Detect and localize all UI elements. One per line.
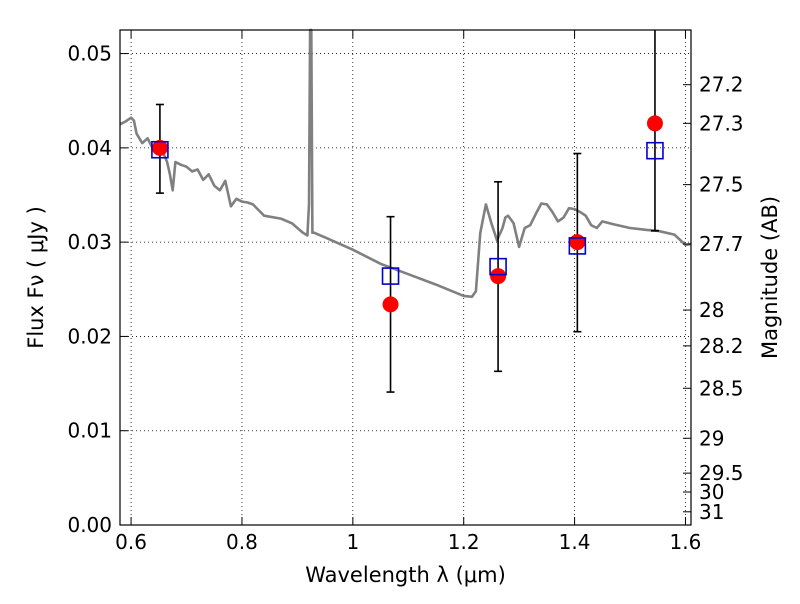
- y2-axis-label: Magnitude (AB): [758, 196, 782, 359]
- synthetic-point: [646, 141, 664, 160]
- y-axis-label: Flux Fν ( μJy ): [24, 206, 48, 349]
- x-tick-label: 1.6: [670, 530, 702, 554]
- x-tick-label: 1: [346, 530, 359, 554]
- observed-points: [151, 115, 663, 313]
- y-tick-label: 0.05: [67, 42, 112, 66]
- observed-point: [646, 115, 663, 132]
- synthetic-point: [568, 237, 587, 255]
- y-tick-label: 0.00: [67, 513, 112, 537]
- y2-tick-label: 27.7: [699, 232, 744, 256]
- synthetic-point: [381, 267, 400, 285]
- y-tick-label: 0.03: [67, 230, 112, 254]
- y-tick-label: 0.04: [67, 136, 112, 160]
- y2-tick-label: 28: [699, 298, 724, 322]
- y2-tick-label: 31: [699, 500, 724, 524]
- plot-frame: [119, 29, 692, 526]
- synthetic-points: [151, 140, 664, 285]
- observed-point: [569, 234, 586, 251]
- observed-point: [382, 296, 399, 313]
- y2-tick-label: 27.2: [699, 73, 744, 97]
- x-tick-label: 1.2: [448, 530, 480, 554]
- grid-lines: [120, 30, 691, 525]
- observed-point: [151, 139, 168, 156]
- y2-tick-label: 29.5: [699, 461, 744, 485]
- y2-tick-label: 28.2: [699, 334, 744, 358]
- model-sed-line: [119, 28, 692, 299]
- y-axis-ticks: 0.00 0.01 0.02 0.03 0.04 0.05: [67, 42, 128, 537]
- observed-point: [490, 268, 507, 285]
- x-axis-ticks: 0.6 0.8 1 1.2 1.4 1.6: [115, 30, 701, 554]
- x-tick-label: 0.6: [115, 530, 147, 554]
- x-tick-label: 1.4: [559, 530, 591, 554]
- y-tick-label: 0.01: [67, 419, 112, 443]
- x-axis-label: Wavelength λ (μm): [305, 563, 506, 587]
- model-sed-group: [119, 28, 692, 299]
- x-tick-label: 0.8: [226, 530, 258, 554]
- synthetic-point: [489, 257, 507, 276]
- y-tick-label: 0.02: [67, 324, 112, 348]
- synthetic-point: [151, 140, 169, 159]
- y2-tick-label: 29: [699, 426, 724, 450]
- y2-tick-label: 27.5: [699, 173, 744, 197]
- y2-tick-label: 27.3: [699, 111, 744, 135]
- error-bars: [155, 30, 659, 393]
- y2-tick-label: 30: [699, 480, 724, 504]
- y2-tick-label: 28.5: [699, 376, 744, 400]
